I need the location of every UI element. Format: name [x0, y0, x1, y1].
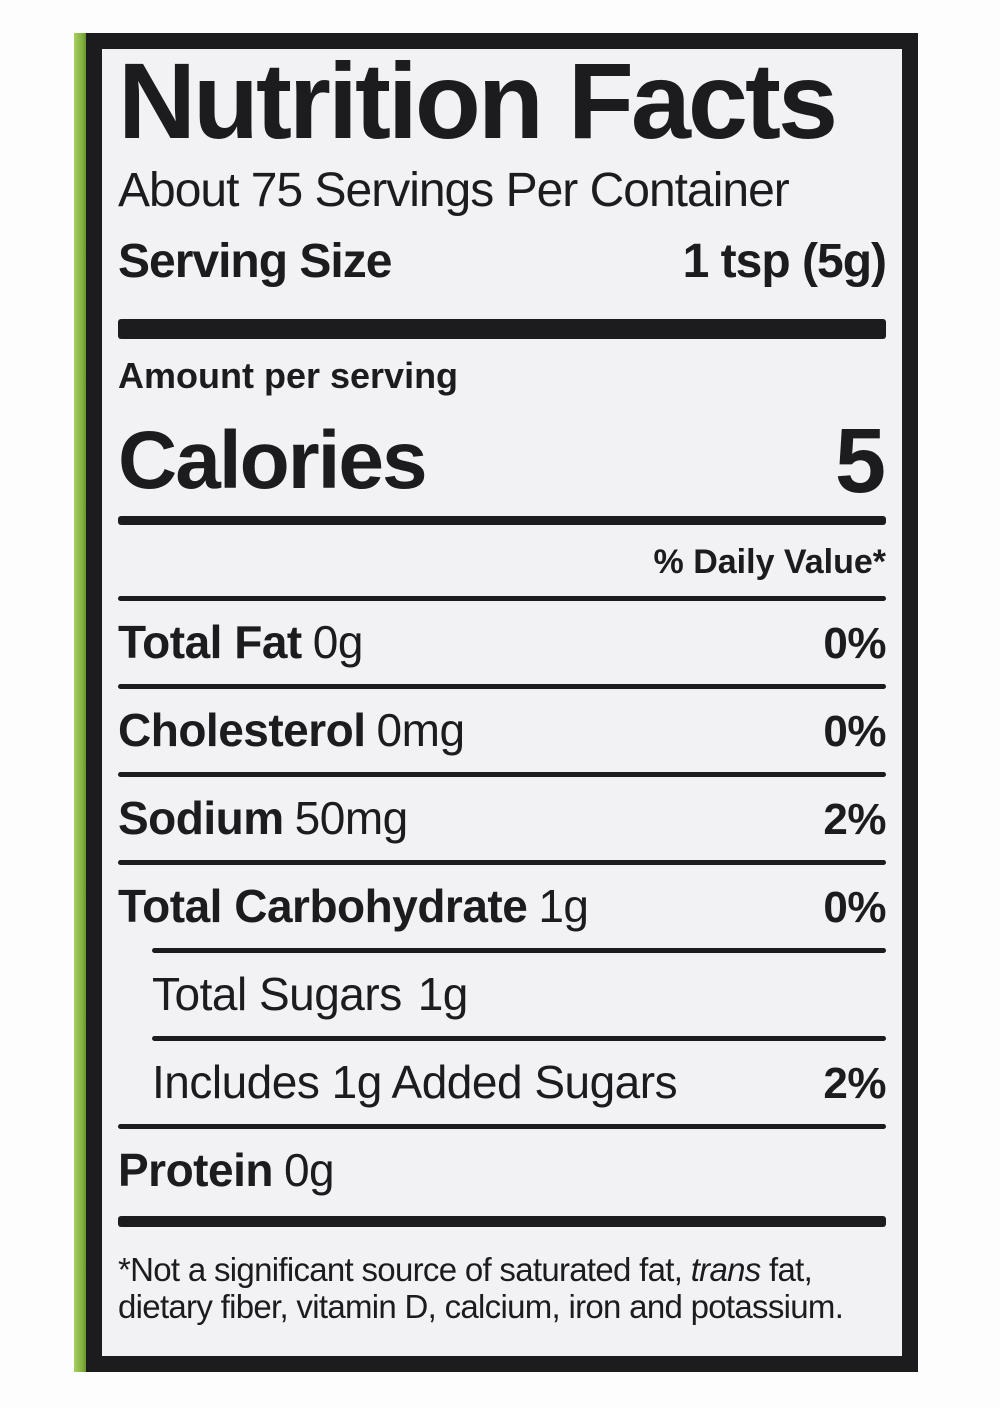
nutrient-row-protein: Protein 0g — [118, 1129, 886, 1212]
divider-above-footnote — [118, 1215, 886, 1227]
daily-value-percent: 2% — [823, 1059, 886, 1109]
footnote-trans-italic: trans — [690, 1250, 762, 1288]
footnote-text: dietary fiber, vitamin D, calcium, iron … — [118, 1287, 844, 1325]
divider-below-calories — [118, 515, 886, 525]
divider-below-dv-header — [118, 596, 886, 602]
serving-size-row: Serving Size 1 tsp (5g) — [118, 235, 887, 289]
row-divider-indented — [152, 1036, 886, 1042]
daily-value-percent: 0% — [823, 883, 886, 933]
nutrition-facts-panel: Nutrition Facts About 75 Servings Per Co… — [86, 33, 918, 1372]
daily-value-percent: 0% — [823, 619, 886, 669]
footnote-text: *Not a significant source of saturated f… — [118, 1250, 691, 1288]
row-divider — [118, 860, 886, 866]
nutrient-row-added-sugars: Includes 1g Added Sugars 2% — [118, 1041, 886, 1124]
daily-value-header: % Daily Value* — [653, 542, 886, 581]
nutrition-facts-title: Nutrition Facts — [118, 40, 838, 161]
calories-label: Calories — [118, 414, 428, 506]
nutrient-name-amount: Protein 0g — [118, 1144, 335, 1197]
nutrient-name-amount: Total Fat 0g — [118, 616, 363, 669]
row-divider — [118, 772, 886, 778]
servings-per-container: About 75 Servings Per Container — [118, 164, 790, 218]
nutrient-name-amount: Sodium 50mg — [118, 792, 408, 845]
amount-per-serving-label: Amount per serving — [118, 355, 459, 397]
daily-value-percent: 2% — [823, 795, 886, 845]
nutrient-name-amount: Total Sugars 1g — [152, 968, 468, 1021]
nutrient-row-cholesterol: Cholesterol 0mg 0% — [118, 689, 886, 772]
nutrient-name-amount: Includes 1g Added Sugars — [152, 1056, 678, 1109]
nutrient-name-amount: Total Carbohydrate 1g — [118, 880, 589, 933]
nutrient-row-sodium: Sodium 50mg 2% — [118, 777, 886, 860]
row-divider — [118, 1124, 886, 1130]
nutrient-name-amount: Cholesterol 0mg — [118, 704, 465, 757]
divider-thick-top — [118, 319, 886, 340]
daily-value-percent: 0% — [823, 707, 886, 757]
row-divider — [118, 684, 886, 690]
serving-size-label: Serving Size — [118, 235, 392, 289]
footnote-text: fat, — [760, 1250, 813, 1288]
calories-value: 5 — [834, 409, 886, 512]
footnote: *Not a significant source of saturated f… — [118, 1251, 886, 1325]
calories-row: Calories 5 — [118, 409, 886, 512]
serving-size-value: 1 tsp (5g) — [682, 235, 887, 289]
nutrient-row-total-sugars: Total Sugars 1g — [118, 953, 886, 1036]
nutrient-row-total-fat: Total Fat 0g 0% — [118, 601, 886, 684]
nutrient-row-total-carbohydrate: Total Carbohydrate 1g 0% — [118, 865, 886, 948]
row-divider-indented — [152, 948, 886, 954]
